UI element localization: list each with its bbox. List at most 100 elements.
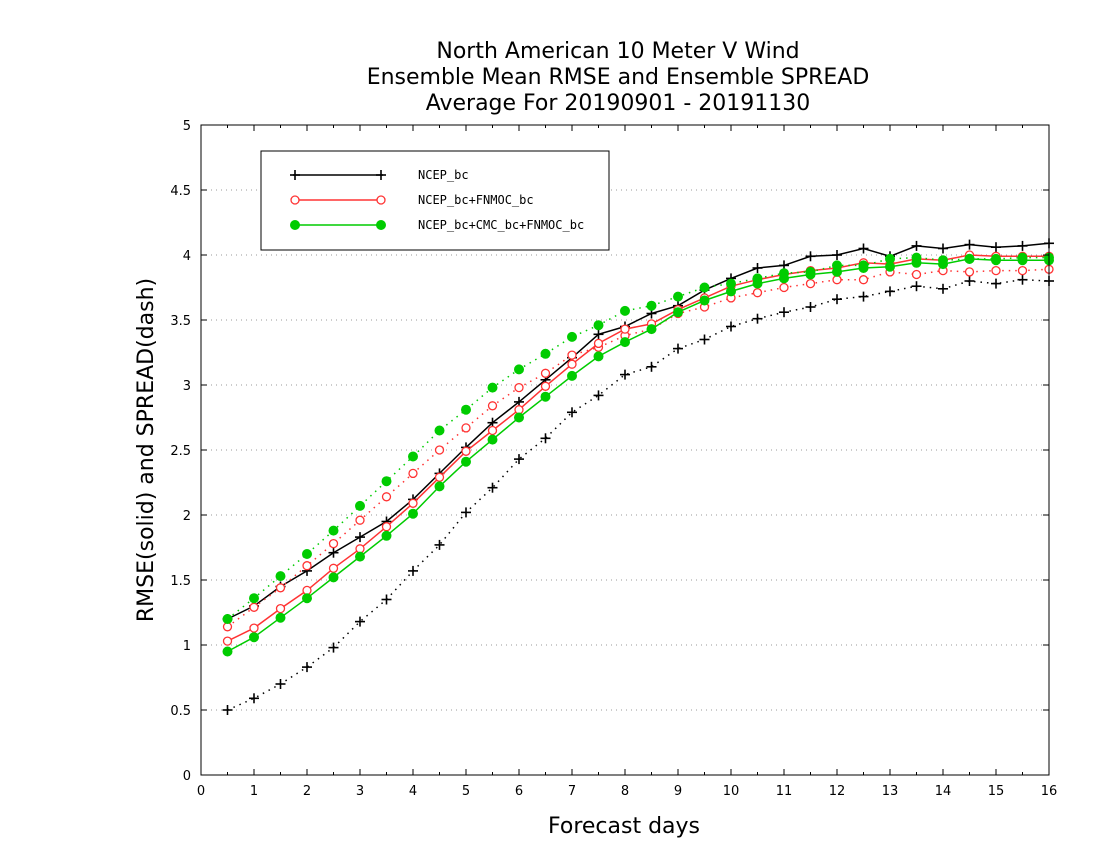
data-point-spread xyxy=(408,468,418,479)
data-point-rmse xyxy=(885,261,895,272)
data-point-rmse xyxy=(408,508,418,519)
data-point-spread xyxy=(514,382,524,393)
legend: NCEP_bc NCEP_bc+FNMOC_bc NCEP_bc+CMC_bc+FN… xyxy=(260,150,610,251)
x-tick-label: 8 xyxy=(621,784,629,799)
data-point-spread xyxy=(355,616,365,627)
data-point-spread xyxy=(567,407,577,418)
legend-marker xyxy=(376,170,386,180)
data-point-rmse xyxy=(434,472,445,482)
data-point-spread xyxy=(620,369,630,380)
data-point-spread xyxy=(434,539,445,550)
data-point-spread xyxy=(938,283,948,294)
y-tick-label: 0.5 xyxy=(170,704,191,719)
data-point-spread xyxy=(222,705,233,715)
data-point-spread xyxy=(275,679,286,689)
data-point-spread xyxy=(408,565,418,576)
y-tick-label: 4 xyxy=(183,249,191,264)
data-point-rmse xyxy=(911,240,922,251)
y-tick-label: 0 xyxy=(183,769,191,784)
legend-marker xyxy=(290,195,300,205)
data-point-spread xyxy=(487,482,498,493)
legend-marker xyxy=(290,170,300,180)
data-point-rmse xyxy=(991,242,1001,253)
series-line-rmse xyxy=(227,242,1050,620)
data-point-rmse xyxy=(964,239,975,250)
x-tick-label: 0 xyxy=(197,784,205,799)
x-tick-label: 10 xyxy=(723,784,740,799)
chart-title-line: Ensemble Mean RMSE and Ensemble SPREAD xyxy=(367,65,870,90)
data-point-spread xyxy=(567,331,577,342)
data-point-rmse xyxy=(540,381,551,391)
data-point-spread xyxy=(514,364,524,375)
y-tick-label: 1 xyxy=(183,639,191,654)
grid-lines xyxy=(201,189,1049,711)
data-point-spread xyxy=(275,571,286,582)
x-tick-label: 7 xyxy=(568,784,576,799)
legend-label: NCEP_bc+FNMOC_bc xyxy=(418,193,534,207)
data-point-rmse xyxy=(964,253,975,264)
data-point-spread xyxy=(858,275,869,285)
data-point-spread xyxy=(779,282,789,293)
data-point-spread xyxy=(699,334,710,345)
chart-title-line: North American 10 Meter V Wind xyxy=(436,39,799,64)
x-tick-label: 1 xyxy=(250,784,258,799)
data-point-rmse xyxy=(461,456,471,467)
data-point-rmse xyxy=(752,263,763,273)
data-point-rmse xyxy=(355,551,365,562)
y-tick-label: 2 xyxy=(183,509,191,524)
data-point-spread xyxy=(355,500,365,511)
data-point-spread xyxy=(779,307,789,318)
data-point-rmse xyxy=(779,273,789,284)
data-point-spread xyxy=(381,492,392,502)
legend-marker xyxy=(376,195,386,205)
x-tick-label: 3 xyxy=(356,784,364,799)
x-tick-label: 13 xyxy=(882,784,899,799)
data-point-rmse xyxy=(434,481,445,492)
data-point-spread xyxy=(540,348,551,359)
data-point-spread xyxy=(673,343,683,354)
legend-label: NCEP_bc+CMC_bc+FNMOC_bc xyxy=(418,218,584,232)
data-point-rmse xyxy=(699,295,710,306)
data-point-spread xyxy=(726,321,736,332)
data-point-rmse xyxy=(832,250,842,260)
data-point-rmse xyxy=(858,243,869,254)
data-point-spread xyxy=(487,401,498,411)
x-axis-label: Forecast days xyxy=(548,814,700,839)
data-point-rmse xyxy=(487,425,498,436)
data-point-spread xyxy=(752,288,763,298)
data-point-spread xyxy=(593,320,604,331)
x-tick-label: 16 xyxy=(1041,784,1058,799)
data-point-rmse xyxy=(726,286,736,297)
data-point-rmse xyxy=(249,632,259,643)
data-point-rmse xyxy=(567,370,577,381)
data-point-rmse xyxy=(911,257,922,268)
data-point-rmse xyxy=(355,532,365,543)
data-point-spread xyxy=(434,425,445,436)
data-point-spread xyxy=(991,278,1001,289)
data-point-rmse xyxy=(938,243,948,254)
data-point-spread xyxy=(567,350,577,360)
data-point-spread xyxy=(646,300,657,311)
data-point-spread xyxy=(646,361,657,372)
data-point-rmse xyxy=(275,603,286,614)
data-point-spread xyxy=(249,593,259,604)
data-point-spread xyxy=(964,276,975,286)
y-tick-label: 3.5 xyxy=(170,314,191,329)
data-point-rmse xyxy=(249,623,259,633)
data-point-rmse xyxy=(328,572,339,583)
tick-labels: 0 1 2 3 4 5 6 7 8 9 10 11 12 13 14 15 1600.511.522.533.5… xyxy=(170,119,1057,799)
x-tick-label: 2 xyxy=(303,784,311,799)
data-point-rmse xyxy=(567,359,577,369)
data-point-rmse xyxy=(593,338,604,349)
data-point-rmse xyxy=(275,612,286,623)
series-line-rmse xyxy=(227,254,1049,642)
y-tick-label: 1.5 xyxy=(170,574,191,589)
data-point-spread xyxy=(805,278,816,289)
data-point-rmse xyxy=(805,269,816,280)
x-tick-label: 15 xyxy=(988,784,1005,799)
x-tick-label: 5 xyxy=(462,784,470,799)
x-tick-label: 6 xyxy=(515,784,523,799)
data-point-spread xyxy=(222,614,233,624)
